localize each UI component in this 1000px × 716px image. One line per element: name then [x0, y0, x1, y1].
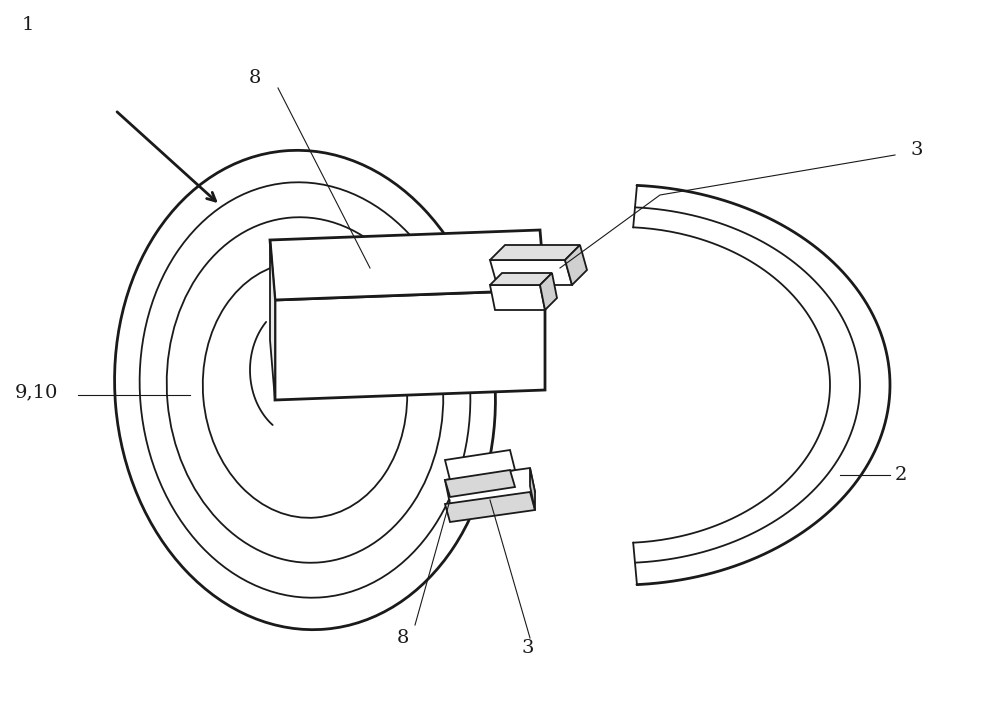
Polygon shape — [490, 245, 580, 260]
Text: 2: 2 — [895, 466, 907, 484]
Polygon shape — [445, 468, 535, 504]
Polygon shape — [445, 450, 515, 480]
Polygon shape — [445, 470, 515, 497]
Polygon shape — [490, 260, 572, 285]
Polygon shape — [565, 245, 587, 285]
Polygon shape — [490, 285, 545, 310]
Text: 3: 3 — [910, 141, 922, 159]
Text: 9,10: 9,10 — [15, 383, 58, 401]
Polygon shape — [275, 290, 545, 400]
Polygon shape — [490, 273, 552, 285]
Polygon shape — [270, 230, 545, 300]
Text: 1: 1 — [22, 16, 34, 34]
Polygon shape — [270, 240, 275, 400]
Polygon shape — [445, 492, 535, 522]
Text: 8: 8 — [397, 629, 409, 647]
Polygon shape — [530, 468, 535, 510]
Polygon shape — [540, 273, 557, 310]
Text: 3: 3 — [522, 639, 534, 657]
Text: 8: 8 — [249, 69, 261, 87]
